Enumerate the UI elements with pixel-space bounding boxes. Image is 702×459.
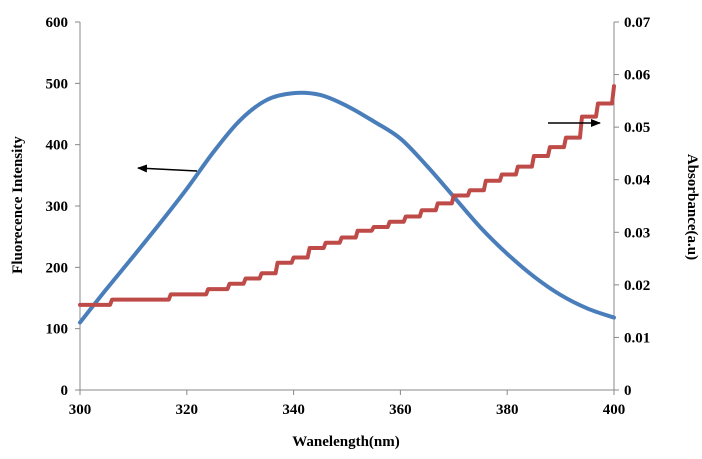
x-tick-label: 320	[176, 402, 199, 418]
y2-tick-label: 0.02	[624, 278, 650, 294]
x-tick-label: 340	[282, 402, 305, 418]
y2-tick-label: 0.04	[624, 173, 651, 189]
y-tick-label: 300	[46, 199, 69, 215]
x-tick-label: 380	[496, 402, 519, 418]
series-line-absorbance	[78, 84, 616, 307]
x-tick-label: 360	[389, 402, 412, 418]
y-axis-title: Fluorecence Intensity	[10, 136, 26, 274]
y-tick-labels: 0 100 200 300 400 500 600	[46, 15, 69, 399]
x-tick-labels: 300 320 340 360 380 400	[69, 402, 626, 418]
y-tick-label: 0	[61, 383, 69, 399]
y-tick-label: 400	[46, 138, 69, 154]
y2-tick-label: 0.01	[624, 330, 650, 346]
series-group	[78, 84, 616, 325]
axes	[75, 21, 619, 395]
y-tick-label: 500	[46, 76, 69, 92]
x-tick-label: 400	[603, 402, 626, 418]
annotations	[137, 119, 601, 173]
y-tick-label: 200	[46, 260, 69, 276]
y2-tick-label: 0.07	[624, 15, 651, 31]
y2-tick-label: 0.05	[624, 120, 650, 136]
y-tick-label: 600	[46, 15, 69, 31]
y2-tick-label: 0.03	[624, 225, 650, 241]
y-tick-label: 100	[46, 322, 69, 338]
series-line-fluorescence	[78, 90, 616, 325]
x-tick-label: 300	[69, 402, 92, 418]
y2-tick-label: 0.06	[624, 68, 651, 84]
y2-tick-labels: 0 0.01 0.02 0.03 0.04 0.05 0.06 0.07	[624, 15, 651, 399]
y2-tick-label: 0	[624, 383, 632, 399]
arrow-left-annotation	[137, 164, 198, 173]
y2-axis-title: Absorbance(a.u)	[684, 154, 700, 260]
x-axis-title: Wanelength(nm)	[292, 434, 400, 450]
